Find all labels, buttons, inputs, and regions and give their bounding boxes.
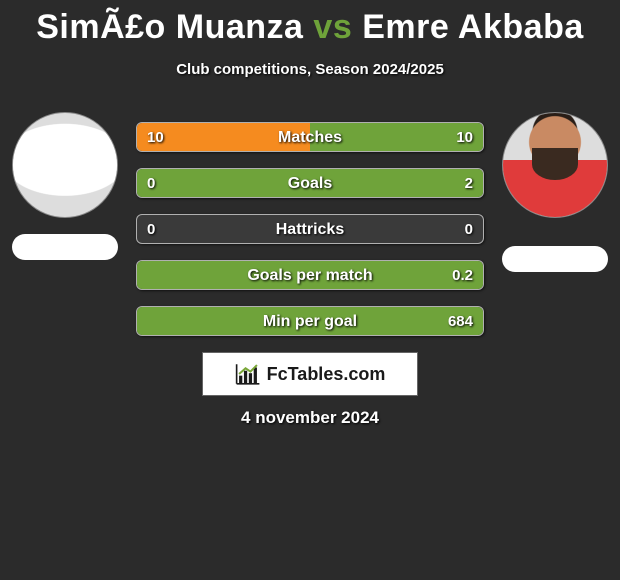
stat-row-0: Matches10 10	[136, 122, 484, 152]
fctables-badge: FcTables.com	[202, 352, 418, 396]
stat-value-player1: 0	[147, 215, 155, 244]
date-label: 4 november 2024	[0, 408, 620, 428]
player2-name: Emre Akbaba	[362, 8, 584, 46]
player2-avatar-area	[496, 112, 614, 272]
stat-label: Hattricks	[137, 215, 483, 243]
stat-value-player2: 10	[456, 123, 473, 152]
player1-name: SimÃ£o Muanza	[36, 8, 303, 46]
comparison-title: SimÃ£o Muanza vs Emre Akbaba	[0, 0, 620, 47]
stat-row-2: Hattricks0 0	[136, 214, 484, 244]
stat-value-player2: 0	[465, 215, 473, 244]
placeholder-shape	[13, 113, 117, 217]
player1-avatar	[12, 112, 118, 218]
player2-club-logo	[502, 246, 608, 272]
fctables-label: FcTables.com	[267, 364, 386, 385]
avatar-beard	[532, 148, 578, 179]
stat-bars: Matches1010Goals02Hattricks00Goals per m…	[136, 122, 484, 352]
stat-row-3: Goals per match0.2	[136, 260, 484, 290]
player1-club-logo	[12, 234, 118, 260]
stat-row-1: Goals0 2	[136, 168, 484, 198]
subtitle: Club competitions, Season 2024/2025	[0, 61, 620, 78]
stat-value-player1: 0	[147, 169, 155, 198]
stat-label: Min per goal	[137, 307, 483, 335]
stat-value-player2: 0.2	[452, 261, 473, 290]
stat-value-player2: 2	[465, 169, 473, 198]
stat-label: Matches	[137, 123, 483, 151]
vs-label: vs	[313, 8, 352, 46]
player2-avatar	[502, 112, 608, 218]
player1-avatar-area	[6, 112, 124, 260]
stat-row-4: Min per goal684	[136, 306, 484, 336]
stat-label: Goals	[137, 169, 483, 197]
chart-icon	[235, 362, 261, 386]
stat-value-player2: 684	[448, 307, 473, 336]
stat-label: Goals per match	[137, 261, 483, 289]
stat-value-player1: 10	[147, 123, 164, 152]
